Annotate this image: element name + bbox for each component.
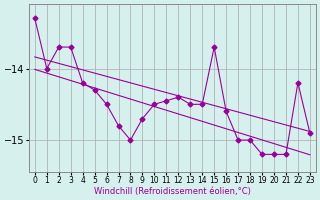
X-axis label: Windchill (Refroidissement éolien,°C): Windchill (Refroidissement éolien,°C) xyxy=(94,187,251,196)
